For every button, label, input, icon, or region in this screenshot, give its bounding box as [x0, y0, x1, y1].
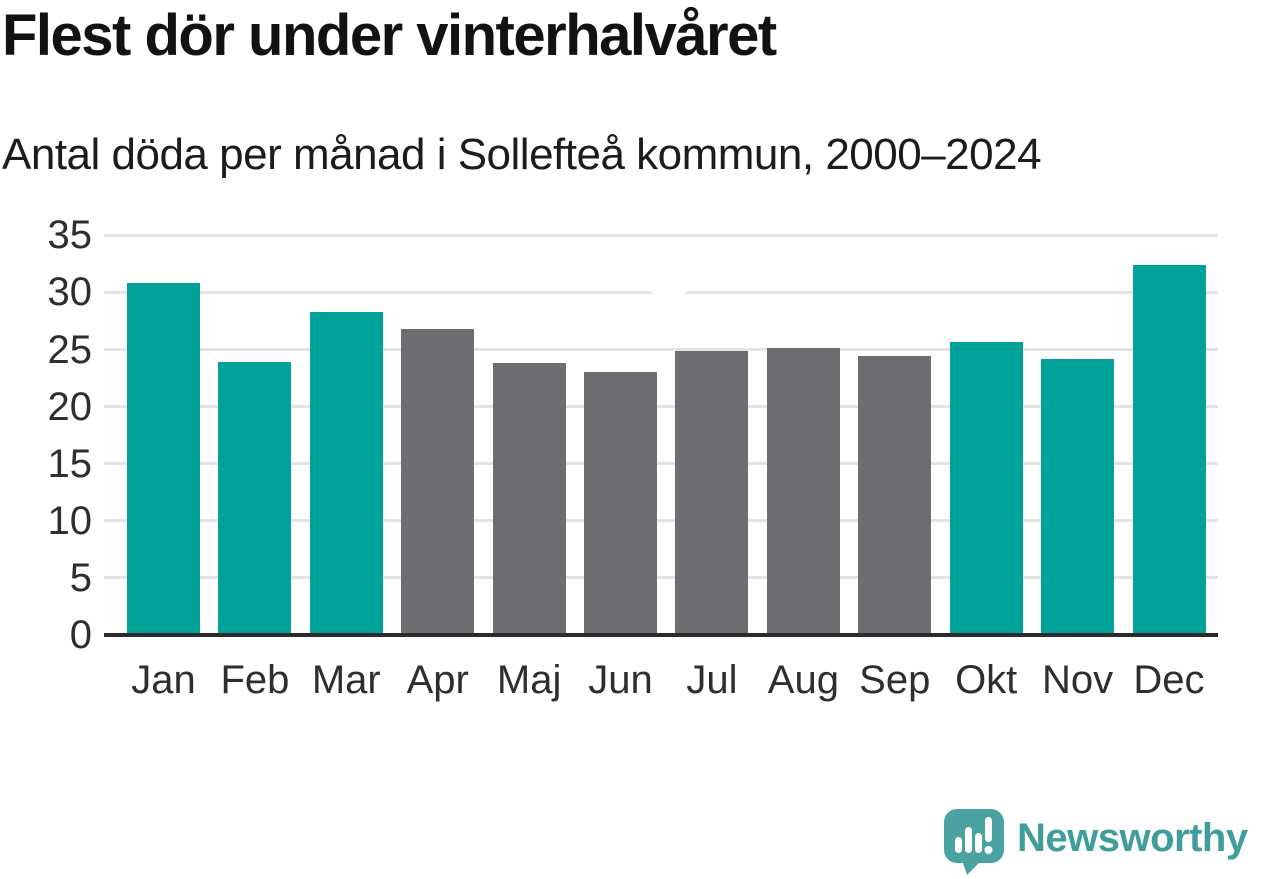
bar-aug [766, 348, 840, 635]
bar-sep [858, 356, 932, 635]
gridline [104, 462, 1218, 466]
gridline [104, 576, 1218, 580]
y-axis-tick-label: 15 [47, 441, 93, 486]
gridline-artifact [650, 283, 688, 294]
bar-apr [401, 328, 475, 635]
x-axis-line [104, 633, 1218, 637]
x-axis-label-dec: Dec [1133, 658, 1205, 702]
chart-subtitle: Antal döda per månad i Sollefteå kommun,… [2, 130, 1042, 179]
bar-dec [1132, 264, 1206, 635]
bar-mar [309, 311, 383, 635]
bar-nov [1041, 358, 1115, 635]
bar-okt [949, 341, 1023, 635]
y-axis-tick-label: 25 [47, 327, 93, 372]
gridline [104, 405, 1218, 409]
bar-jul [675, 350, 749, 635]
gridline [104, 233, 1218, 237]
x-axis-label-maj: Maj [496, 658, 562, 702]
newsworthy-logo-icon [944, 809, 1004, 875]
y-axis-tick-label: 35 [47, 213, 93, 258]
x-axis-label-jun: Jun [588, 658, 653, 702]
x-axis-label-feb: Feb [220, 658, 290, 702]
y-axis-tick-label: 10 [47, 498, 93, 543]
x-axis-label-nov: Nov [1042, 658, 1114, 702]
bar-maj [492, 363, 566, 635]
bar-jun [584, 372, 658, 635]
x-axis-label-okt: Okt [955, 658, 1018, 702]
x-axis-label-mar: Mar [311, 658, 381, 702]
x-axis-label-sep: Sep [859, 658, 931, 702]
y-axis-tick-label: 30 [47, 270, 93, 315]
gridline [104, 519, 1218, 523]
x-axis-label-jul: Jul [686, 658, 738, 702]
brand-name: Newsworthy [1017, 816, 1248, 860]
x-axis-label-aug: Aug [767, 658, 839, 702]
x-axis-label-jan: Jan [131, 658, 196, 702]
chart-title: Flest dör under vinterhalvåret [2, 3, 777, 68]
y-axis-tick-label: 0 [69, 613, 92, 657]
bar-feb [218, 362, 292, 635]
gridline [104, 348, 1218, 351]
bar-jan [127, 283, 200, 635]
y-axis-tick-label: 5 [69, 555, 92, 600]
x-axis-label-apr: Apr [406, 658, 469, 702]
y-axis-tick-label: 20 [47, 384, 93, 429]
